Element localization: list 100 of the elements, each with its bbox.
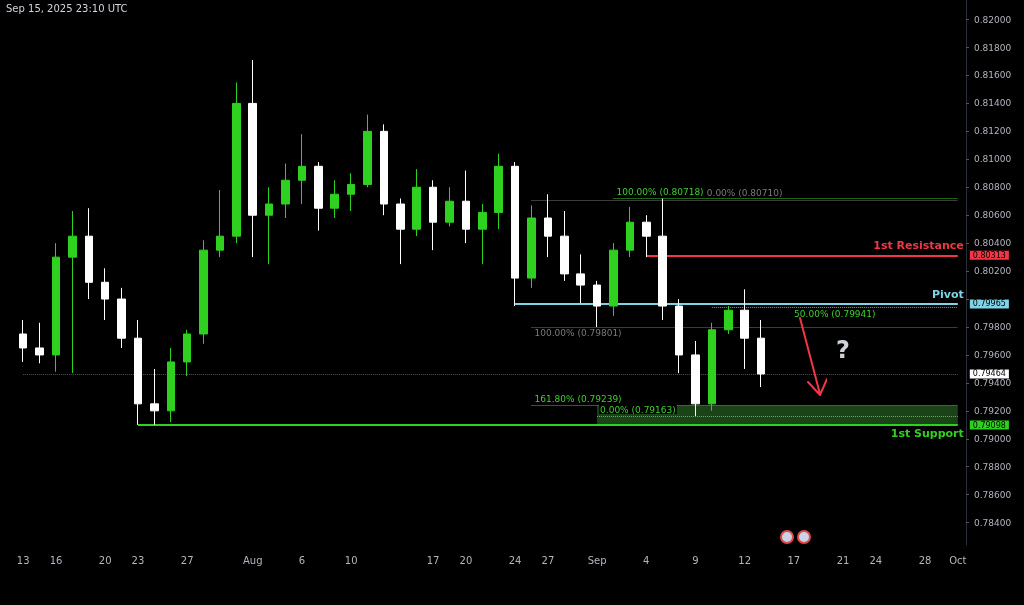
candlestick xyxy=(183,329,191,377)
candlestick xyxy=(412,168,421,237)
y-tick-label: 0.79800 xyxy=(974,322,1012,332)
candlestick xyxy=(494,153,503,230)
y-tick-label: 0.78400 xyxy=(974,517,1012,528)
y-tick-label: 0.80800 xyxy=(974,182,1012,193)
y-tick-label: 0.79200 xyxy=(974,405,1012,416)
y-tick-label: 0.79000 xyxy=(974,433,1012,444)
candlestick xyxy=(363,114,372,188)
x-tick-label: 16 xyxy=(49,554,63,566)
y-tick-label: 0.80600 xyxy=(974,210,1012,221)
y-tick-label: 0.81200 xyxy=(974,126,1012,137)
x-tick-label: 17 xyxy=(426,554,440,566)
x-tick-label: 6 xyxy=(298,554,306,566)
candlestick xyxy=(347,172,355,212)
candlestick xyxy=(757,319,765,388)
y-tick-label: 0.80200 xyxy=(974,266,1012,277)
x-tick-label: Oct xyxy=(949,554,967,566)
y-tick-label: 0.82000 xyxy=(974,14,1012,25)
x-tick-label: 28 xyxy=(918,554,932,566)
candlestick xyxy=(314,161,323,232)
candlestick xyxy=(248,59,257,258)
y-tick-label: 0.79400 xyxy=(974,377,1012,388)
ref-line-label: 100.00% (0.79801) xyxy=(534,328,622,339)
y-tick-label: 0.81400 xyxy=(974,98,1012,109)
x-tick-label: 20 xyxy=(459,554,473,566)
x-tick-label: Sep xyxy=(587,554,607,566)
y-tick-label: 0.81600 xyxy=(974,70,1012,81)
y-tick-label: 0.80400 xyxy=(974,238,1012,249)
candlestick xyxy=(642,214,651,258)
candlestick xyxy=(675,298,683,374)
x-tick-label: 17 xyxy=(787,554,801,566)
ref-line-label: 0.00% (0.80710) xyxy=(706,188,783,199)
candlestick xyxy=(708,322,716,412)
ref-line-label: 0.80313 xyxy=(972,250,1006,260)
x-tick-label: 13 xyxy=(16,554,30,566)
candlestick xyxy=(560,210,569,282)
candlestick xyxy=(330,179,339,219)
candlestick xyxy=(396,197,405,265)
ref-line-label: 0.79098 xyxy=(972,420,1006,430)
candlestick xyxy=(626,206,634,258)
candlestick xyxy=(658,198,667,321)
candlestick xyxy=(478,203,487,265)
candlestick xyxy=(298,133,306,205)
candlestick xyxy=(265,186,273,265)
x-tick-label: 24 xyxy=(869,554,883,566)
ref-line-label: 100.00% (0.80718) xyxy=(616,187,704,198)
candlestick xyxy=(117,287,126,349)
candlestick xyxy=(511,161,519,307)
candlestick xyxy=(150,368,159,426)
ref-line-label: 50.00% (0.79941) xyxy=(794,308,876,319)
annotation: 1st Resistance xyxy=(873,239,964,253)
x-tick-label: 12 xyxy=(738,554,752,566)
ref-line-label: 0.00% (0.79163) xyxy=(600,404,676,415)
candlestick xyxy=(35,322,44,364)
candlestick xyxy=(167,347,175,423)
candlestick xyxy=(216,189,224,258)
y-tick-label: 0.81800 xyxy=(974,42,1012,53)
x-tick-label: 23 xyxy=(131,554,145,566)
x-tick-label: 9 xyxy=(692,554,699,566)
x-tick-label: 24 xyxy=(508,554,522,566)
candlestick xyxy=(52,242,60,373)
x-tick-label: 27 xyxy=(180,554,194,566)
candlestick xyxy=(134,319,142,426)
candlestick xyxy=(85,207,93,300)
candlestick xyxy=(609,242,618,317)
x-tick-label: 21 xyxy=(836,554,850,566)
annotation: Sep 15, 2025 23:10 UTC xyxy=(6,2,128,14)
x-tick-label: 4 xyxy=(643,554,650,566)
candlestick xyxy=(544,193,552,258)
candlestick xyxy=(462,169,470,244)
y-tick-label: 0.78800 xyxy=(974,461,1012,472)
x-tick-label: 20 xyxy=(98,554,112,566)
ref-line-label: 0.79464 xyxy=(972,369,1006,379)
candlestick xyxy=(199,239,208,345)
annotation: Pivot xyxy=(931,287,964,301)
candlestick xyxy=(19,319,27,363)
candlestick xyxy=(68,210,77,374)
y-tick-label: 0.79600 xyxy=(974,349,1012,360)
candlestick xyxy=(429,179,437,251)
candlestick xyxy=(740,288,749,370)
x-tick-label: 10 xyxy=(344,554,358,566)
annotation: 1st Support xyxy=(890,427,964,441)
x-tick-label: 27 xyxy=(541,554,555,566)
candlestick xyxy=(380,123,388,216)
x-tick-label: Aug xyxy=(242,554,263,566)
ref-line-label: 0.79965 xyxy=(972,299,1006,309)
candlestick xyxy=(101,267,109,321)
y-tick-label: 0.78600 xyxy=(974,489,1012,500)
ref-line-label: 161.80% (0.79239) xyxy=(534,393,622,404)
candlestick xyxy=(281,163,290,219)
candlestick xyxy=(527,204,536,289)
y-tick-label: 0.81000 xyxy=(974,154,1012,165)
candlestick xyxy=(232,81,241,244)
candlestick xyxy=(445,186,454,227)
candlestick xyxy=(593,280,601,328)
candlestick xyxy=(576,253,585,304)
candlestick xyxy=(724,305,733,335)
candlestick xyxy=(691,340,700,417)
annotation: ? xyxy=(836,336,850,364)
